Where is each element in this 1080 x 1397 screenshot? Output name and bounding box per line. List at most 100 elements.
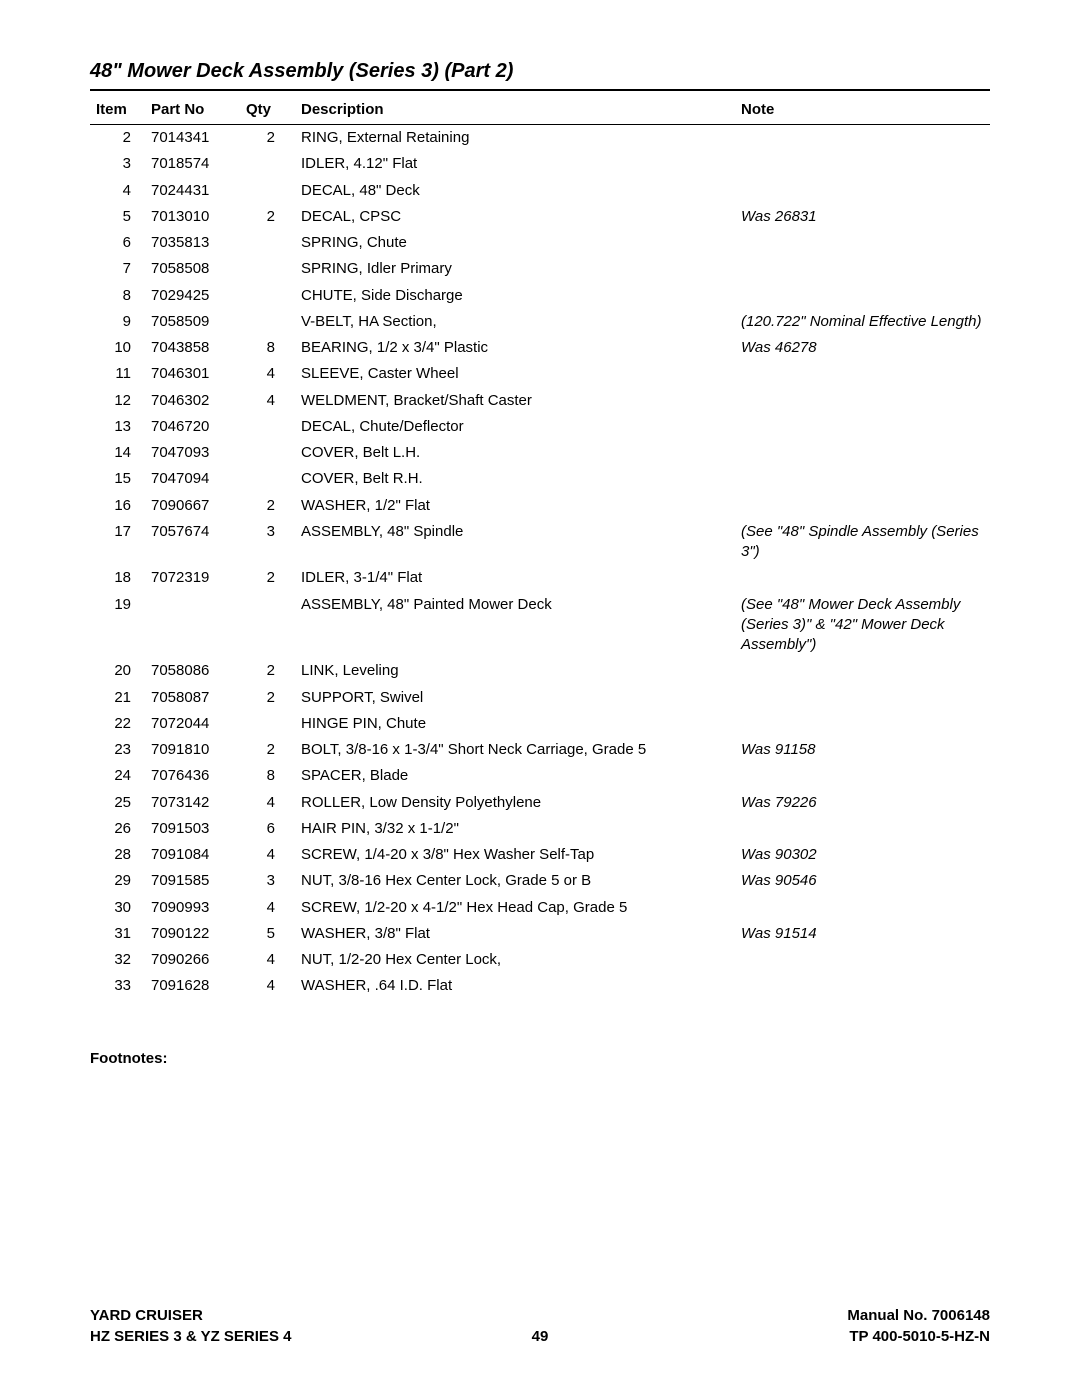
table-row: 2470764368SPACER, Blade — [90, 763, 990, 789]
cell-desc: WASHER, 3/8" Flat — [295, 921, 735, 947]
cell-item: 13 — [90, 414, 145, 440]
cell-qty: 2 — [240, 658, 295, 684]
cell-item: 33 — [90, 973, 145, 999]
cell-qty — [240, 592, 295, 659]
table-row: 157047094COVER, Belt R.H. — [90, 466, 990, 492]
cell-part: 7018574 — [145, 151, 240, 177]
cell-note — [735, 658, 990, 684]
col-header-item: Item — [90, 97, 145, 125]
cell-desc: BEARING, 1/2 x 3/4" Plastic — [295, 335, 735, 361]
cell-qty — [240, 283, 295, 309]
cell-desc: IDLER, 4.12" Flat — [295, 151, 735, 177]
cell-desc: DECAL, Chute/Deflector — [295, 414, 735, 440]
cell-part: 7058086 — [145, 658, 240, 684]
cell-note: Was 91514 — [735, 921, 990, 947]
cell-part: 7046720 — [145, 414, 240, 440]
cell-part: 7091628 — [145, 973, 240, 999]
cell-item: 17 — [90, 519, 145, 566]
cell-desc: HINGE PIN, Chute — [295, 711, 735, 737]
cell-desc: RING, External Retaining — [295, 125, 735, 152]
cell-note — [735, 178, 990, 204]
cell-item: 28 — [90, 842, 145, 868]
cell-note: Was 26831 — [735, 204, 990, 230]
cell-qty: 4 — [240, 388, 295, 414]
cell-note — [735, 440, 990, 466]
cell-item: 7 — [90, 256, 145, 282]
cell-desc: V-BELT, HA Section, — [295, 309, 735, 335]
cell-part: 7046302 — [145, 388, 240, 414]
table-row: 227072044HINGE PIN, Chute — [90, 711, 990, 737]
cell-qty — [240, 151, 295, 177]
cell-item: 32 — [90, 947, 145, 973]
cell-part: 7073142 — [145, 790, 240, 816]
col-header-note: Note — [735, 97, 990, 125]
cell-item: 10 — [90, 335, 145, 361]
cell-part: 7047094 — [145, 466, 240, 492]
cell-qty — [240, 230, 295, 256]
cell-desc: DECAL, 48" Deck — [295, 178, 735, 204]
cell-desc: SLEEVE, Caster Wheel — [295, 361, 735, 387]
cell-item: 11 — [90, 361, 145, 387]
cell-qty — [240, 256, 295, 282]
table-row: 570130102DECAL, CPSCWas 26831 — [90, 204, 990, 230]
cell-part: 7035813 — [145, 230, 240, 256]
cell-desc: COVER, Belt R.H. — [295, 466, 735, 492]
cell-qty: 6 — [240, 816, 295, 842]
cell-note: Was 91158 — [735, 737, 990, 763]
cell-qty: 3 — [240, 519, 295, 566]
cell-note: Was 79226 — [735, 790, 990, 816]
cell-item: 3 — [90, 151, 145, 177]
table-row: 1270463024WELDMENT, Bracket/Shaft Caster — [90, 388, 990, 414]
cell-note — [735, 414, 990, 440]
cell-part: 7091585 — [145, 868, 240, 894]
cell-desc: LINK, Leveling — [295, 658, 735, 684]
cell-desc: HAIR PIN, 3/32 x 1-1/2" — [295, 816, 735, 842]
cell-note — [735, 816, 990, 842]
cell-part: 7029425 — [145, 283, 240, 309]
cell-desc: ROLLER, Low Density Polyethylene — [295, 790, 735, 816]
cell-qty: 8 — [240, 763, 295, 789]
table-row: 1870723192IDLER, 3-1/4" Flat — [90, 565, 990, 591]
cell-desc: ASSEMBLY, 48" Painted Mower Deck — [295, 592, 735, 659]
cell-part: 7013010 — [145, 204, 240, 230]
cell-note — [735, 565, 990, 591]
cell-desc: SUPPORT, Swivel — [295, 685, 735, 711]
parts-table: Item Part No Qty Description Note 270143… — [90, 97, 990, 1000]
cell-desc: WELDMENT, Bracket/Shaft Caster — [295, 388, 735, 414]
cell-qty: 4 — [240, 790, 295, 816]
cell-part: 7090122 — [145, 921, 240, 947]
table-row: 3270902664NUT, 1/2-20 Hex Center Lock, — [90, 947, 990, 973]
table-row: 2370918102BOLT, 3/8-16 x 1-3/4" Short Ne… — [90, 737, 990, 763]
cell-part: 7047093 — [145, 440, 240, 466]
cell-part: 7090266 — [145, 947, 240, 973]
cell-item: 23 — [90, 737, 145, 763]
cell-note: Was 90546 — [735, 868, 990, 894]
cell-qty: 3 — [240, 868, 295, 894]
cell-note: (See "48" Spindle Assembly (Series 3") — [735, 519, 990, 566]
cell-item: 14 — [90, 440, 145, 466]
cell-note: (See "48" Mower Deck Assembly (Series 3)… — [735, 592, 990, 659]
cell-qty — [240, 309, 295, 335]
cell-desc: NUT, 3/8-16 Hex Center Lock, Grade 5 or … — [295, 868, 735, 894]
page-title: 48" Mower Deck Assembly (Series 3) (Part… — [90, 60, 990, 83]
table-row: 87029425CHUTE, Side Discharge — [90, 283, 990, 309]
table-row: 2570731424ROLLER, Low Density Polyethyle… — [90, 790, 990, 816]
cell-item: 31 — [90, 921, 145, 947]
cell-qty — [240, 178, 295, 204]
table-row: 1070438588BEARING, 1/2 x 3/4" PlasticWas… — [90, 335, 990, 361]
table-row: 77058508SPRING, Idler Primary — [90, 256, 990, 282]
table-row: 47024431DECAL, 48" Deck — [90, 178, 990, 204]
cell-desc: CHUTE, Side Discharge — [295, 283, 735, 309]
cell-note — [735, 466, 990, 492]
table-row: 2170580872SUPPORT, Swivel — [90, 685, 990, 711]
table-row: 270143412RING, External Retaining — [90, 125, 990, 152]
cell-item: 22 — [90, 711, 145, 737]
cell-note — [735, 230, 990, 256]
cell-item: 20 — [90, 658, 145, 684]
page-footer: YARD CRUISER Manual No. 7006148 HZ SERIE… — [90, 1305, 990, 1347]
cell-part: 7090993 — [145, 895, 240, 921]
cell-note: (120.722" Nominal Effective Length) — [735, 309, 990, 335]
cell-part: 7046301 — [145, 361, 240, 387]
cell-part — [145, 592, 240, 659]
cell-qty — [240, 711, 295, 737]
